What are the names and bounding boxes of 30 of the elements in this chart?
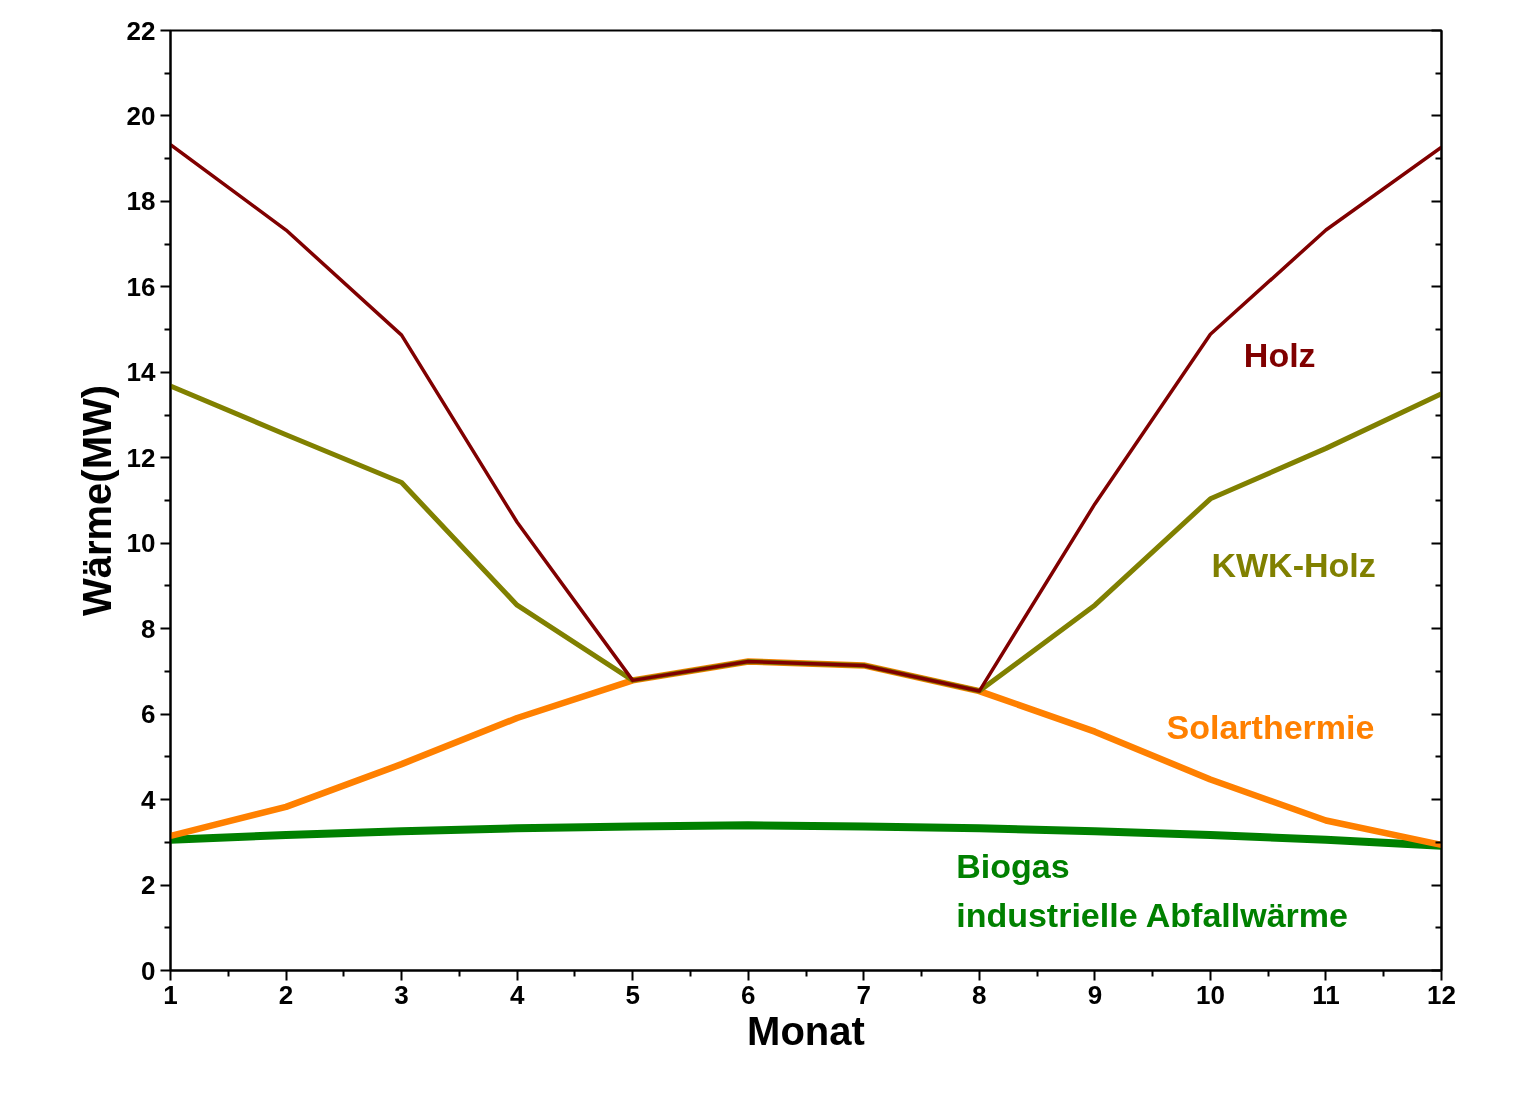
y-tick-label: 22	[126, 15, 156, 46]
y-tick-label: 20	[126, 100, 156, 131]
y-tick-label: 4	[141, 784, 157, 815]
x-tick-label: 7	[856, 979, 872, 1010]
y-tick-label: 16	[126, 271, 156, 302]
x-tick-label: 9	[1087, 979, 1103, 1010]
y-tick-label: 18	[126, 186, 156, 217]
x-tick-label: 4	[509, 979, 525, 1010]
x-tick-label: 6	[741, 979, 756, 1010]
y-tick-label: 2	[141, 870, 156, 901]
series-label: Holz	[1243, 336, 1316, 375]
x-tick-label: 11	[1312, 979, 1340, 1010]
series-label: KWK-Holz	[1211, 545, 1376, 584]
x-tick-label: 1	[163, 979, 178, 1010]
y-tick-label: 12	[126, 442, 156, 473]
y-tick-label: 6	[141, 699, 156, 730]
x-tick-label: 10	[1195, 979, 1225, 1010]
y-tick-label: 14	[126, 357, 157, 388]
y-axis-title: Wärme(MW)	[74, 384, 119, 617]
series-label: Biogas industrielle Abfallwärme	[956, 846, 1348, 934]
y-tick-label: 0	[141, 955, 156, 986]
x-axis-title: Monat	[747, 1008, 865, 1053]
y-tick-label: 8	[141, 613, 156, 644]
x-tick-label: 12	[1427, 979, 1456, 1010]
x-tick-label: 8	[972, 979, 987, 1010]
x-tick-label: 5	[625, 979, 640, 1010]
x-tick-label: 2	[278, 979, 294, 1010]
x-tick-label: 3	[394, 979, 409, 1010]
series-label: Solarthermie	[1166, 707, 1375, 746]
y-tick-label: 10	[126, 528, 156, 559]
